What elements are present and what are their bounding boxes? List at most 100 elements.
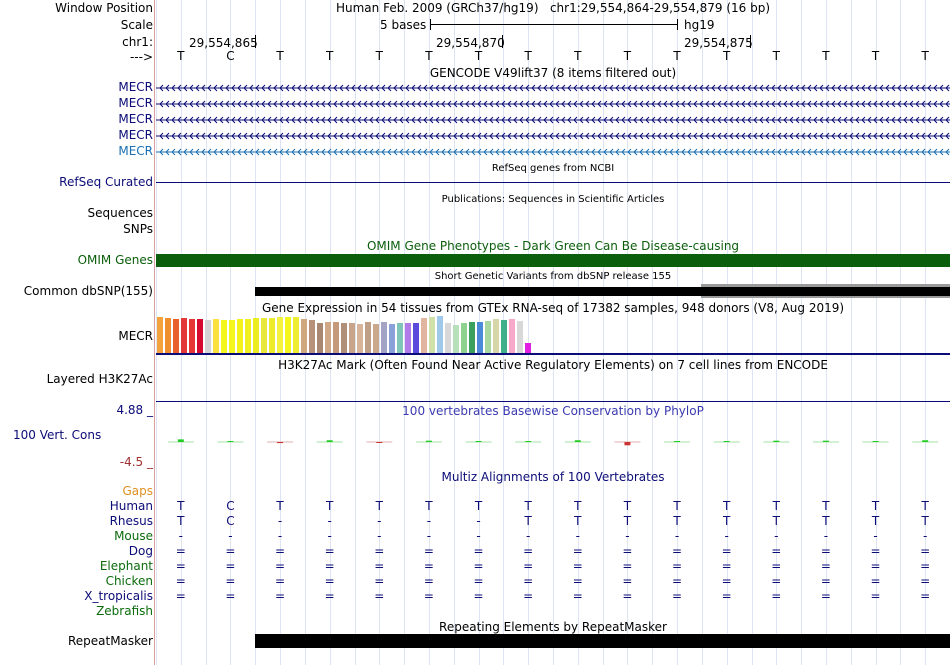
phylop-value-bar (574, 440, 581, 442)
strand-arrow-icon (285, 132, 290, 140)
gencode-track[interactable] (156, 80, 950, 158)
refseq-label[interactable]: RefSeq Curated (59, 175, 153, 189)
repeatmasker-track-title[interactable]: Repeating Elements by RepeatMasker (439, 620, 667, 634)
strand-arrow-icon (633, 132, 638, 140)
sequences-label[interactable]: Sequences (87, 206, 153, 220)
species-label[interactable]: Chicken (105, 574, 153, 588)
strand-arrow-icon (771, 148, 776, 156)
strand-arrow-icon (681, 84, 686, 92)
gencode-track-title[interactable]: GENCODE V49lift37 (8 items filtered out) (429, 66, 677, 80)
strand-arrow-icon (309, 132, 314, 140)
strand-arrow-icon (717, 116, 722, 124)
strand-arrow-icon (327, 100, 332, 108)
phylop-track-title[interactable]: 100 vertebrates Basewise Conservation by… (402, 404, 704, 418)
omim-feature-bar[interactable] (156, 254, 950, 267)
strand-arrow-icon (789, 100, 794, 108)
coord-tick-mark (502, 35, 503, 48)
gtex-track-title[interactable]: Gene Expression in 54 tissues from GTEx … (261, 301, 845, 315)
strand-arrow-icon (795, 100, 800, 108)
gencode-gene-label[interactable]: MECR (118, 112, 153, 126)
gtex-tissue-bar (157, 317, 163, 353)
dbsnp-variant-bar[interactable] (255, 287, 950, 296)
strand-label: ---> (129, 50, 153, 64)
base-letter: T (772, 49, 780, 63)
h3k27ac-label[interactable]: Layered H3K27Ac (46, 372, 153, 386)
species-label[interactable]: Human (109, 499, 153, 513)
gtex-expression-chart[interactable] (156, 315, 556, 353)
strand-arrow-icon (855, 116, 860, 124)
species-label[interactable]: Elephant (99, 559, 153, 573)
phylop-value-bar (822, 440, 829, 442)
strand-arrow-icon (513, 116, 518, 124)
gtex-label[interactable]: MECR (118, 329, 153, 343)
gencode-gene-label[interactable]: MECR (118, 128, 153, 142)
strand-arrow-icon (759, 84, 764, 92)
alignment-base: = (324, 544, 335, 558)
strand-arrow-icon (207, 148, 212, 156)
strand-arrow-icon (261, 100, 266, 108)
strand-arrow-icon (321, 100, 326, 108)
species-label[interactable]: Rhesus (109, 514, 153, 528)
strand-arrow-icon (483, 100, 488, 108)
gencode-gene-label[interactable]: MECR (118, 144, 153, 158)
gencode-gene-label[interactable]: MECR (118, 80, 153, 94)
species-label[interactable]: Zebrafish (96, 604, 153, 618)
gtex-tissue-bar (245, 319, 251, 353)
refseq-track-title[interactable]: RefSeq genes from NCBI (491, 163, 615, 174)
gtex-tissue-bar (277, 317, 283, 353)
strand-arrow-icon (573, 132, 578, 140)
alignment-base: = (175, 559, 186, 573)
snps-label[interactable]: SNPs (123, 222, 153, 236)
refseq-gene-line[interactable] (156, 182, 950, 183)
strand-arrow-icon (333, 100, 338, 108)
phylop-label[interactable]: 100 Vert. Cons (13, 428, 102, 442)
alignment-base: = (920, 589, 931, 603)
publications-track-title[interactable]: Publications: Sequences in Scientific Ar… (441, 194, 665, 205)
strand-arrow-icon (555, 148, 560, 156)
gencode-gene-label[interactable]: MECR (118, 96, 153, 110)
strand-arrow-icon (501, 132, 506, 140)
repeatmasker-element-bar[interactable] (255, 634, 950, 648)
dbsnp-label[interactable]: Common dbSNP(155) (23, 284, 153, 298)
omim-track-title[interactable]: OMIM Gene Phenotypes - Dark Green Can Be… (366, 239, 740, 253)
strand-arrow-icon (465, 116, 470, 124)
strand-arrow-icon (549, 132, 554, 140)
phylop-chart[interactable] (156, 420, 950, 464)
alignment-base: = (870, 559, 881, 573)
h3k27ac-track-title[interactable]: H3K27Ac Mark (Often Found Near Active Re… (278, 358, 828, 372)
alignment-base: - (377, 529, 382, 543)
strand-arrow-icon (399, 148, 404, 156)
strand-arrow-icon (801, 100, 806, 108)
strand-arrow-icon (303, 132, 308, 140)
strand-arrow-icon (411, 148, 416, 156)
species-label[interactable]: Dog (128, 544, 153, 558)
species-label[interactable]: X_tropicalis (84, 589, 153, 603)
strand-arrow-icon (603, 148, 608, 156)
strand-arrow-icon (861, 148, 866, 156)
strand-arrow-icon (201, 84, 206, 92)
strand-arrow-icon (207, 100, 212, 108)
gaps-label[interactable]: Gaps (122, 484, 153, 498)
strand-arrow-icon (477, 116, 482, 124)
repeatmasker-label[interactable]: RepeatMasker (67, 634, 153, 648)
strand-arrow-icon (825, 100, 830, 108)
strand-arrow-icon (783, 116, 788, 124)
strand-arrow-icon (795, 116, 800, 124)
strand-arrow-icon (669, 84, 674, 92)
strand-arrow-icon (543, 100, 548, 108)
omim-label[interactable]: OMIM Genes (77, 253, 153, 267)
alignment-base: = (622, 589, 633, 603)
multiz-track-title[interactable]: Multiz Alignments of 100 Vertebrates (441, 470, 665, 484)
dbsnp-track-title[interactable]: Short Genetic Variants from dbSNP releas… (434, 271, 672, 282)
strand-arrow-icon (795, 84, 800, 92)
alignment-base: = (523, 589, 534, 603)
coord-tick-mark (750, 35, 751, 48)
phylop-value-bar (177, 439, 184, 442)
species-label[interactable]: Mouse (114, 529, 153, 543)
strand-arrow-icon (699, 116, 704, 124)
strand-arrow-icon (819, 84, 824, 92)
strand-arrow-icon (915, 132, 920, 140)
strand-arrow-icon (381, 84, 386, 92)
base-letter: T (375, 49, 383, 63)
